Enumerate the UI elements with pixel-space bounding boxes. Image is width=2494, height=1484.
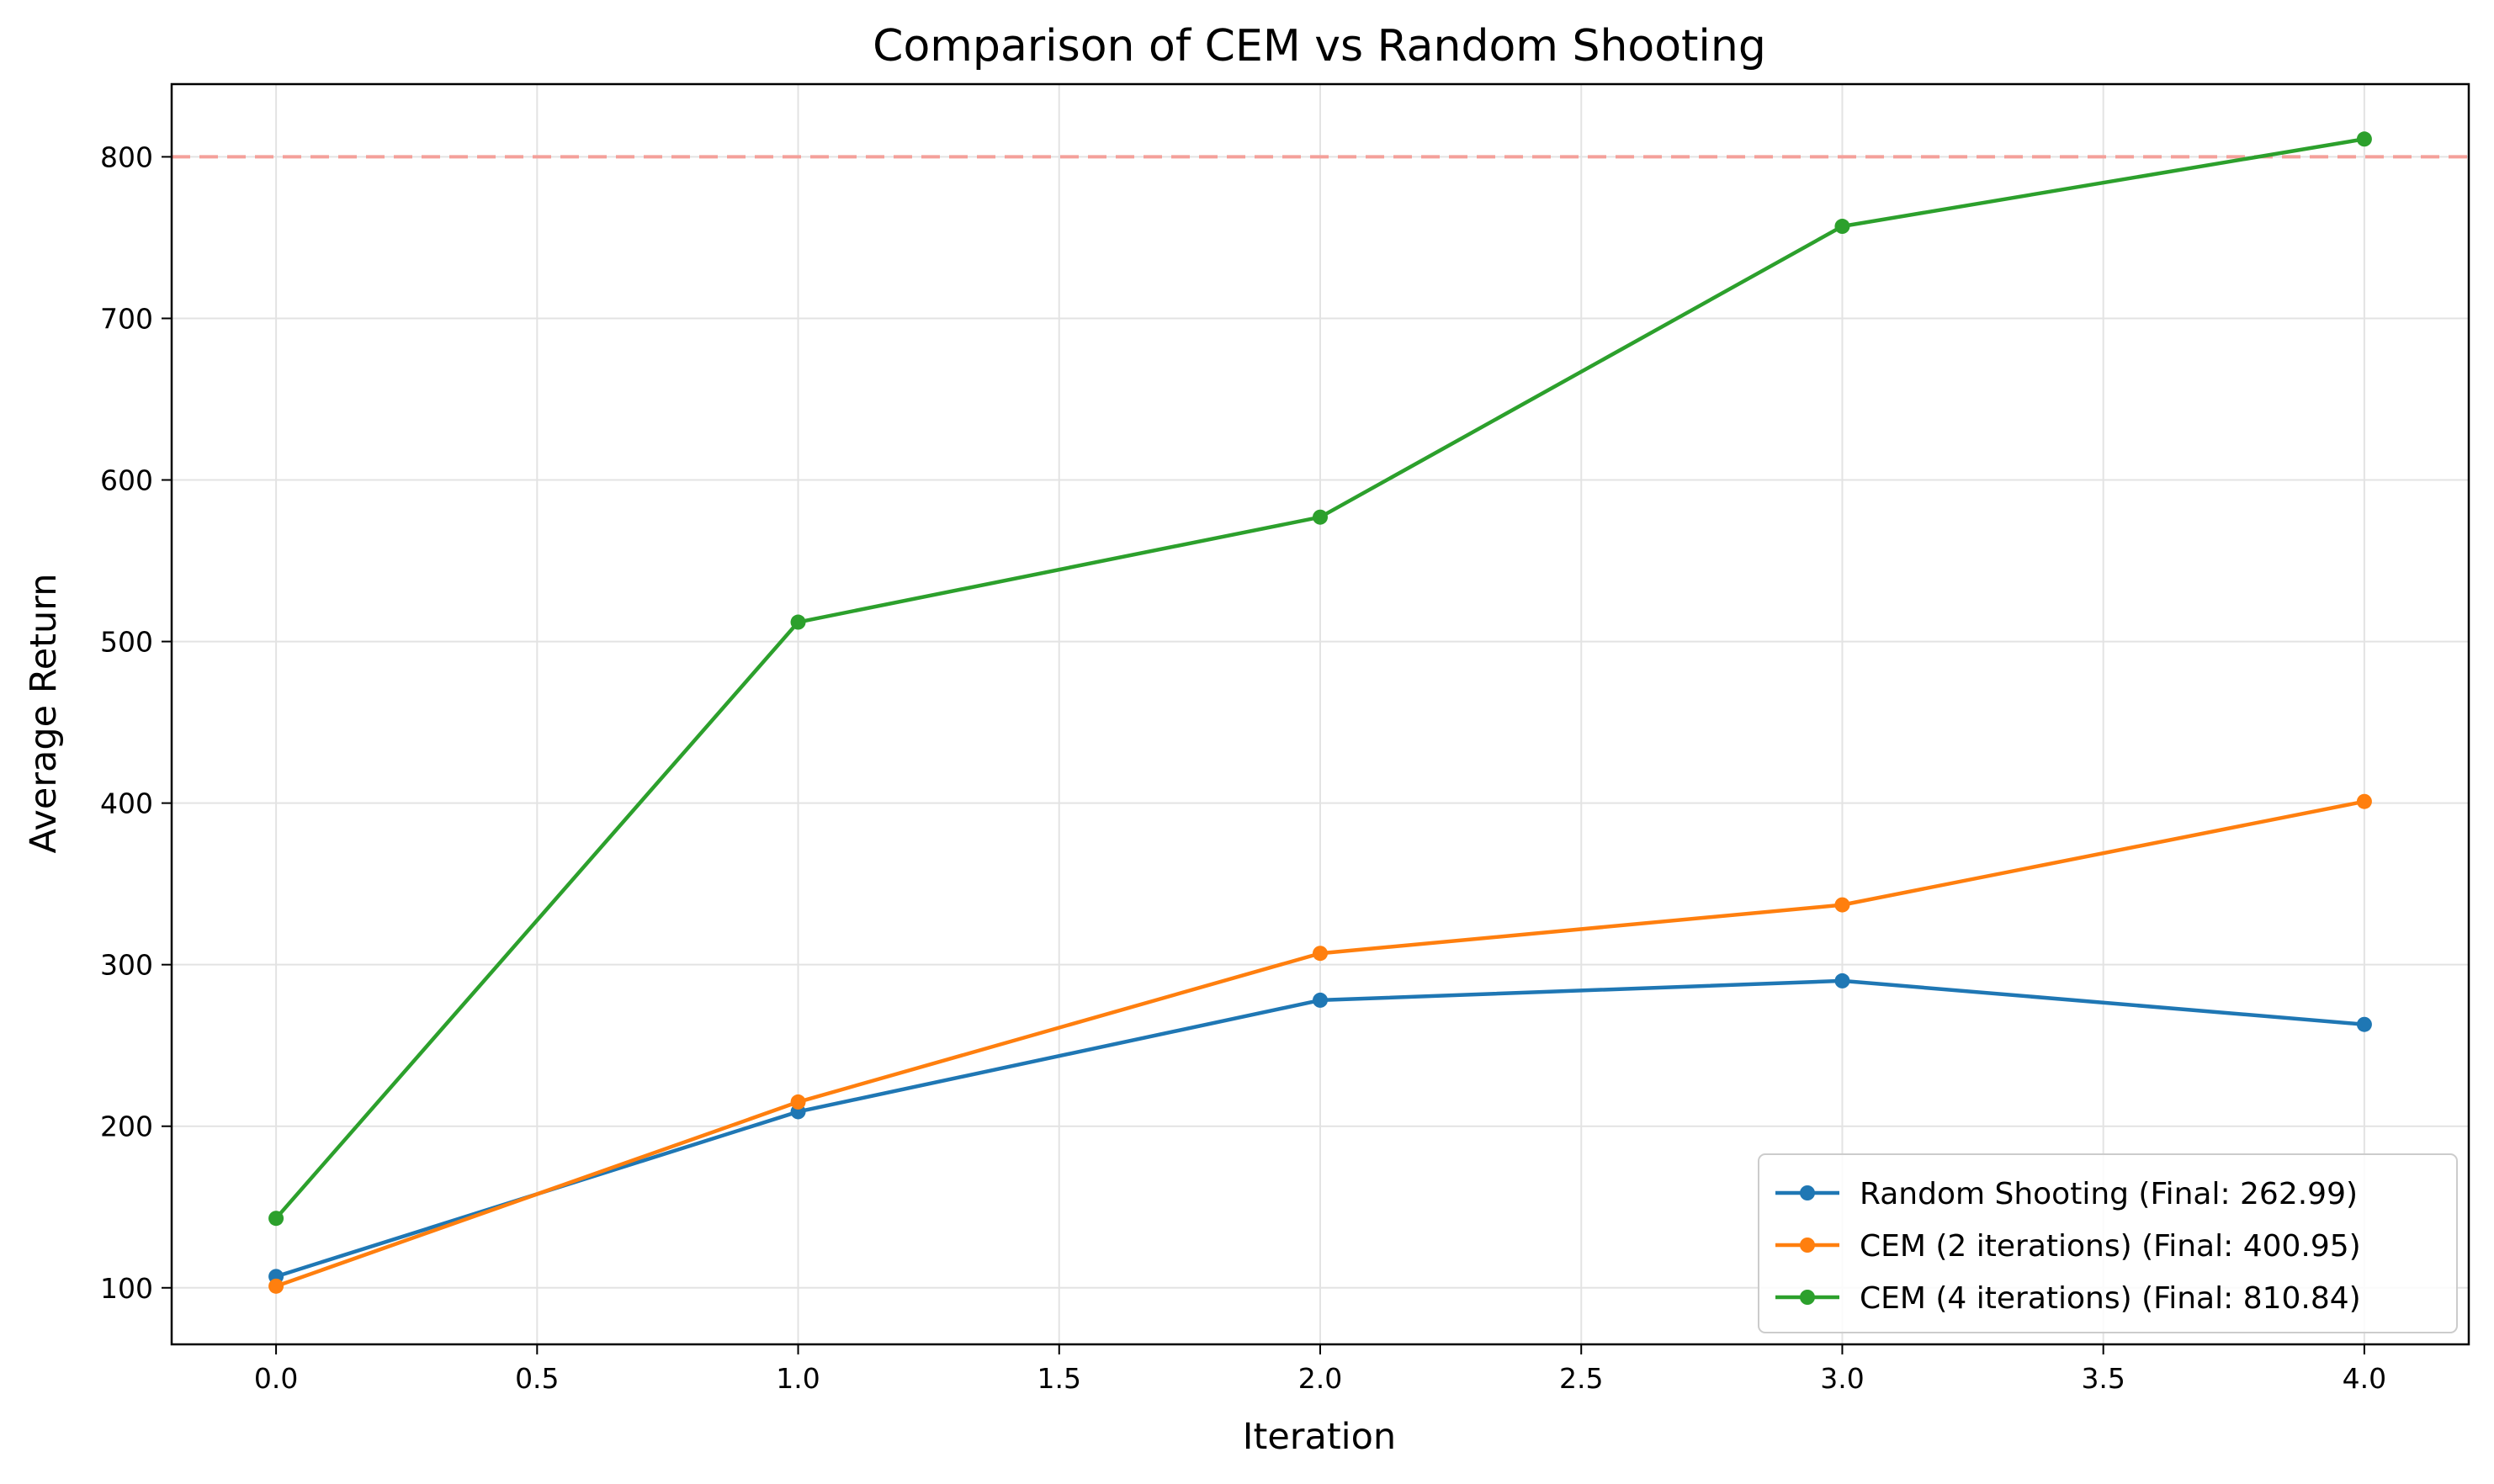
x-tick-label: 2.5 (1559, 1362, 1603, 1395)
x-tick-label: 2.0 (1298, 1362, 1342, 1395)
data-point (1834, 973, 1850, 988)
x-tick-label: 3.5 (2081, 1362, 2125, 1395)
legend-label: CEM (2 iterations) (Final: 400.95) (1860, 1229, 2361, 1264)
x-tick-label: 1.0 (776, 1362, 820, 1395)
y-tick-label: 200 (100, 1110, 153, 1143)
x-tick-label: 1.5 (1037, 1362, 1081, 1395)
legend-label: CEM (4 iterations) (Final: 810.84) (1860, 1281, 2361, 1316)
x-tick-label: 4.0 (2343, 1362, 2386, 1395)
series-2 (268, 131, 2372, 1227)
y-tick-label: 400 (100, 787, 153, 820)
series-1 (268, 793, 2372, 1294)
series-group (268, 131, 2372, 1294)
x-axis-ticks: 0.0 0.5 1.0 1.5 2.0 2.5 3.0 3.5 4.0 (254, 1344, 2386, 1395)
data-point (2356, 1016, 2372, 1032)
data-point (1313, 946, 1328, 962)
x-tick-label: 0.0 (254, 1362, 298, 1395)
data-point (268, 1278, 284, 1294)
legend-item: CEM (2 iterations) (Final: 400.95) (1775, 1229, 2361, 1264)
data-point (2356, 131, 2372, 147)
x-axis-label: Iteration (1243, 1416, 1396, 1458)
y-tick-label: 300 (100, 949, 153, 982)
chart-title: Comparison of CEM vs Random Shooting (873, 21, 1766, 72)
legend-box (1758, 1153, 2458, 1333)
legend: Random Shooting (Final: 262.99) CEM (2 it… (1758, 1153, 2458, 1333)
data-point (268, 1211, 284, 1227)
data-point (1313, 992, 1328, 1008)
legend-marker (1800, 1185, 1815, 1200)
data-point (1313, 509, 1328, 525)
data-point (1834, 897, 1850, 913)
y-tick-label: 100 (100, 1272, 153, 1305)
legend-marker (1800, 1238, 1815, 1253)
legend-label: Random Shooting (Final: 262.99) (1860, 1177, 2358, 1211)
x-tick-label: 3.0 (1820, 1362, 1864, 1395)
y-axis-ticks: 100 200 300 400 500 600 700 800 (100, 140, 172, 1305)
y-tick-label: 800 (100, 140, 153, 173)
data-point (790, 1094, 806, 1110)
data-point (1834, 219, 1850, 235)
series-0 (268, 973, 2372, 1285)
y-axis-label: Average Return (23, 574, 65, 854)
data-point (2356, 793, 2372, 809)
x-tick-label: 0.5 (515, 1362, 559, 1395)
legend-item: CEM (4 iterations) (Final: 810.84) (1775, 1281, 2361, 1316)
y-tick-label: 500 (100, 626, 153, 659)
legend-marker (1800, 1290, 1815, 1305)
legend-item: Random Shooting (Final: 262.99) (1775, 1177, 2358, 1211)
data-point (790, 614, 806, 630)
y-tick-label: 600 (100, 464, 153, 497)
y-tick-label: 700 (100, 302, 153, 335)
